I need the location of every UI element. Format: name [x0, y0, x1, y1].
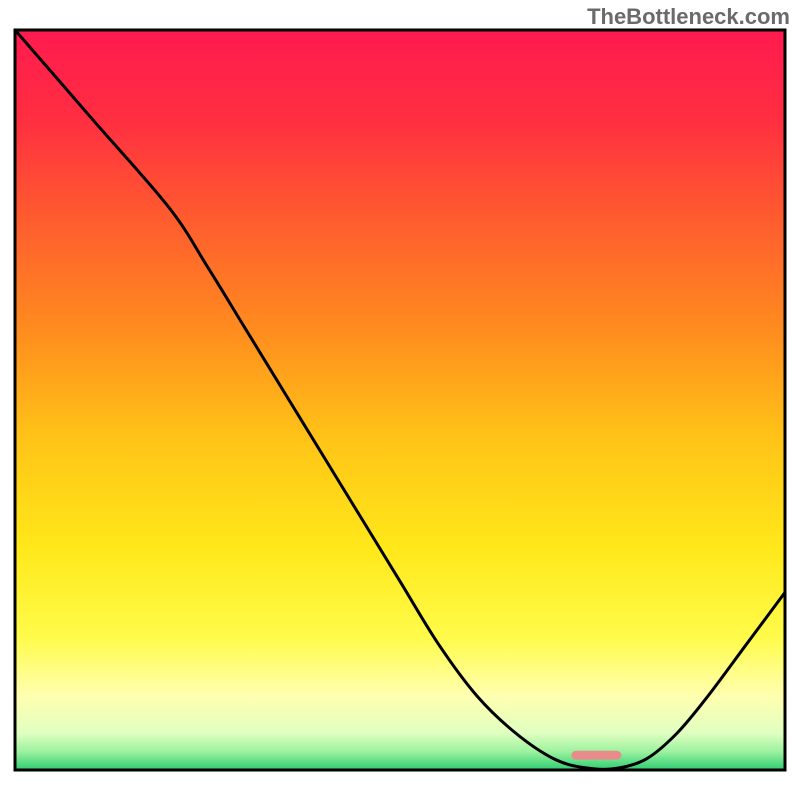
- optimal-marker: [571, 751, 621, 760]
- chart-container: TheBottleneck.com: [0, 0, 800, 800]
- plot-area: [0, 0, 800, 800]
- watermark-text: TheBottleneck.com: [587, 4, 790, 30]
- gradient-background: [15, 30, 785, 770]
- chart-svg: [0, 0, 800, 800]
